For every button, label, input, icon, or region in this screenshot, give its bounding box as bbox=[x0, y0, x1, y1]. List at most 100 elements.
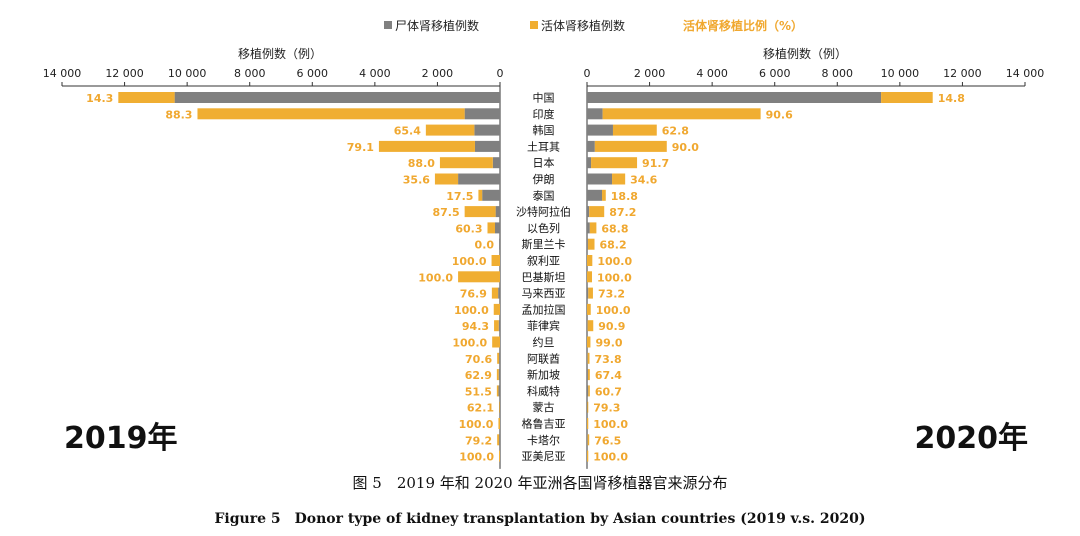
bar-living-right bbox=[587, 320, 594, 332]
ratio-label-right: 68.8 bbox=[601, 222, 628, 235]
bar-living-left bbox=[434, 173, 459, 185]
ratio-label-left: 100.0 bbox=[459, 418, 494, 431]
ratio-label-left: 88.0 bbox=[408, 157, 435, 170]
bar-living-left bbox=[493, 303, 500, 315]
bar-deceased-left bbox=[499, 238, 500, 250]
bar-deceased-left bbox=[499, 434, 500, 446]
bar-living-right bbox=[587, 303, 591, 315]
bar-deceased-right bbox=[587, 173, 613, 185]
axis-title-left: 移植例数（例） bbox=[238, 46, 322, 61]
ratio-label-left: 62.1 bbox=[467, 402, 494, 415]
tick-label-left: 0 bbox=[497, 67, 504, 80]
bar-deceased-left bbox=[458, 173, 500, 185]
bar-deceased-right bbox=[587, 206, 590, 218]
ratio-label-left: 70.6 bbox=[465, 353, 492, 366]
ratio-label-right: 14.8 bbox=[938, 92, 965, 105]
bar-living-left bbox=[425, 124, 475, 136]
bar-living-left bbox=[499, 401, 500, 413]
bar-living-left bbox=[458, 271, 500, 283]
bar-living-right bbox=[587, 401, 589, 413]
category-label: 马来西亚 bbox=[522, 287, 566, 300]
bar-deceased-left bbox=[174, 92, 500, 103]
bar-living-right bbox=[587, 434, 590, 446]
tick-label-right: 2 000 bbox=[634, 67, 666, 80]
bar-living-left bbox=[497, 352, 500, 364]
year-label-right: 2020年 bbox=[915, 421, 1029, 456]
bar-deceased-right bbox=[587, 320, 588, 332]
bar-deceased-left bbox=[492, 157, 500, 169]
category-label: 沙特阿拉伯 bbox=[516, 205, 571, 219]
bar-deceased-left bbox=[498, 369, 500, 381]
tick-label-left: 12 000 bbox=[105, 67, 144, 80]
bar-deceased-right bbox=[587, 287, 589, 299]
category-label: 亚美尼亚 bbox=[522, 450, 566, 463]
bar-living-right bbox=[587, 271, 593, 283]
category-label: 孟加拉国 bbox=[522, 302, 566, 316]
bar-deceased-left bbox=[464, 108, 500, 120]
tick-label-left: 14 000 bbox=[43, 67, 82, 80]
bar-living-left bbox=[464, 206, 496, 218]
category-label: 卡塔尔 bbox=[527, 434, 560, 447]
ratio-label-right: 100.0 bbox=[593, 418, 628, 431]
ratio-label-left: 94.3 bbox=[462, 320, 489, 333]
bar-living-right bbox=[587, 336, 591, 348]
bar-living-right bbox=[587, 369, 590, 381]
category-label: 蒙古 bbox=[533, 401, 555, 414]
ratio-label-right: 60.7 bbox=[595, 385, 622, 398]
ratio-label-right: 91.7 bbox=[642, 157, 669, 170]
ratio-label-right: 76.5 bbox=[594, 434, 621, 447]
bar-deceased-right bbox=[587, 385, 589, 397]
ratio-label-left: 60.3 bbox=[455, 222, 482, 235]
year-label-left: 2019年 bbox=[64, 421, 178, 456]
ratio-label-right: 90.0 bbox=[672, 141, 699, 154]
tick-label-right: 6 000 bbox=[759, 67, 791, 80]
bar-living-right bbox=[587, 418, 589, 429]
bar-living-left bbox=[487, 222, 495, 234]
bar-deceased-right bbox=[587, 92, 882, 103]
legend-swatch-living bbox=[530, 21, 538, 29]
ratio-label-left: 62.9 bbox=[465, 369, 492, 382]
ratio-label-right: 90.9 bbox=[598, 320, 625, 333]
category-label: 巴基斯坦 bbox=[522, 270, 566, 284]
ratio-label-right: 68.2 bbox=[600, 239, 627, 252]
bar-living-left bbox=[491, 287, 499, 299]
category-label: 土耳其 bbox=[527, 140, 560, 153]
ratio-label-right: 100.0 bbox=[597, 271, 632, 284]
legend-label-ratio: 活体肾移植比例（%） bbox=[683, 18, 803, 33]
bar-living-left bbox=[492, 336, 500, 348]
category-label: 格鲁吉亚 bbox=[522, 417, 566, 431]
bar-living-left bbox=[498, 418, 500, 429]
bar-deceased-left bbox=[494, 222, 500, 234]
bar-deceased-left bbox=[498, 320, 500, 332]
tick-label-left: 8 000 bbox=[234, 67, 266, 80]
ratio-label-right: 34.6 bbox=[630, 174, 657, 187]
bar-deceased-right bbox=[587, 352, 588, 364]
tick-label-left: 6 000 bbox=[297, 67, 329, 80]
legend-label-living: 活体肾移植例数 bbox=[541, 18, 625, 33]
ratio-label-right: 100.0 bbox=[596, 304, 631, 317]
bar-living-left bbox=[197, 108, 465, 120]
bar-living-right bbox=[588, 385, 590, 397]
bar-living-left bbox=[494, 320, 499, 332]
figure-caption-en: Figure 5 Donor type of kidney transplant… bbox=[214, 511, 866, 527]
butterfly-bar-chart: 尸体肾移植例数 活体肾移植例数 活体肾移植比例（%） 移植例数（例） 移植例数（例） 0 0… bbox=[43, 18, 1044, 469]
category-label: 新加坡 bbox=[527, 368, 560, 382]
category-label: 印度 bbox=[533, 107, 555, 121]
legend-label-deceased: 尸体肾移植例数 bbox=[395, 18, 479, 33]
bar-living-left bbox=[491, 255, 500, 266]
ratio-label-right: 100.0 bbox=[593, 451, 628, 464]
bar-deceased-right bbox=[587, 108, 603, 120]
ratio-label-right: 62.8 bbox=[662, 125, 689, 138]
bar-deceased-right bbox=[587, 140, 595, 152]
ratio-label-left: 0.0 bbox=[475, 239, 495, 252]
ratio-label-left: 100.0 bbox=[459, 451, 494, 464]
bar-living-right bbox=[602, 189, 606, 201]
bar-living-right bbox=[587, 238, 595, 250]
bar-living-right bbox=[589, 206, 605, 218]
bar-living-right bbox=[602, 108, 761, 120]
bar-deceased-right bbox=[587, 434, 588, 446]
ratio-label-left: 35.6 bbox=[403, 174, 430, 187]
category-label: 约旦 bbox=[533, 336, 555, 349]
figure-caption-cn: 图 5 2019 年和 2020 年亚洲各国肾移植器官来源分布 bbox=[352, 474, 728, 492]
bar-living-left bbox=[496, 385, 499, 397]
